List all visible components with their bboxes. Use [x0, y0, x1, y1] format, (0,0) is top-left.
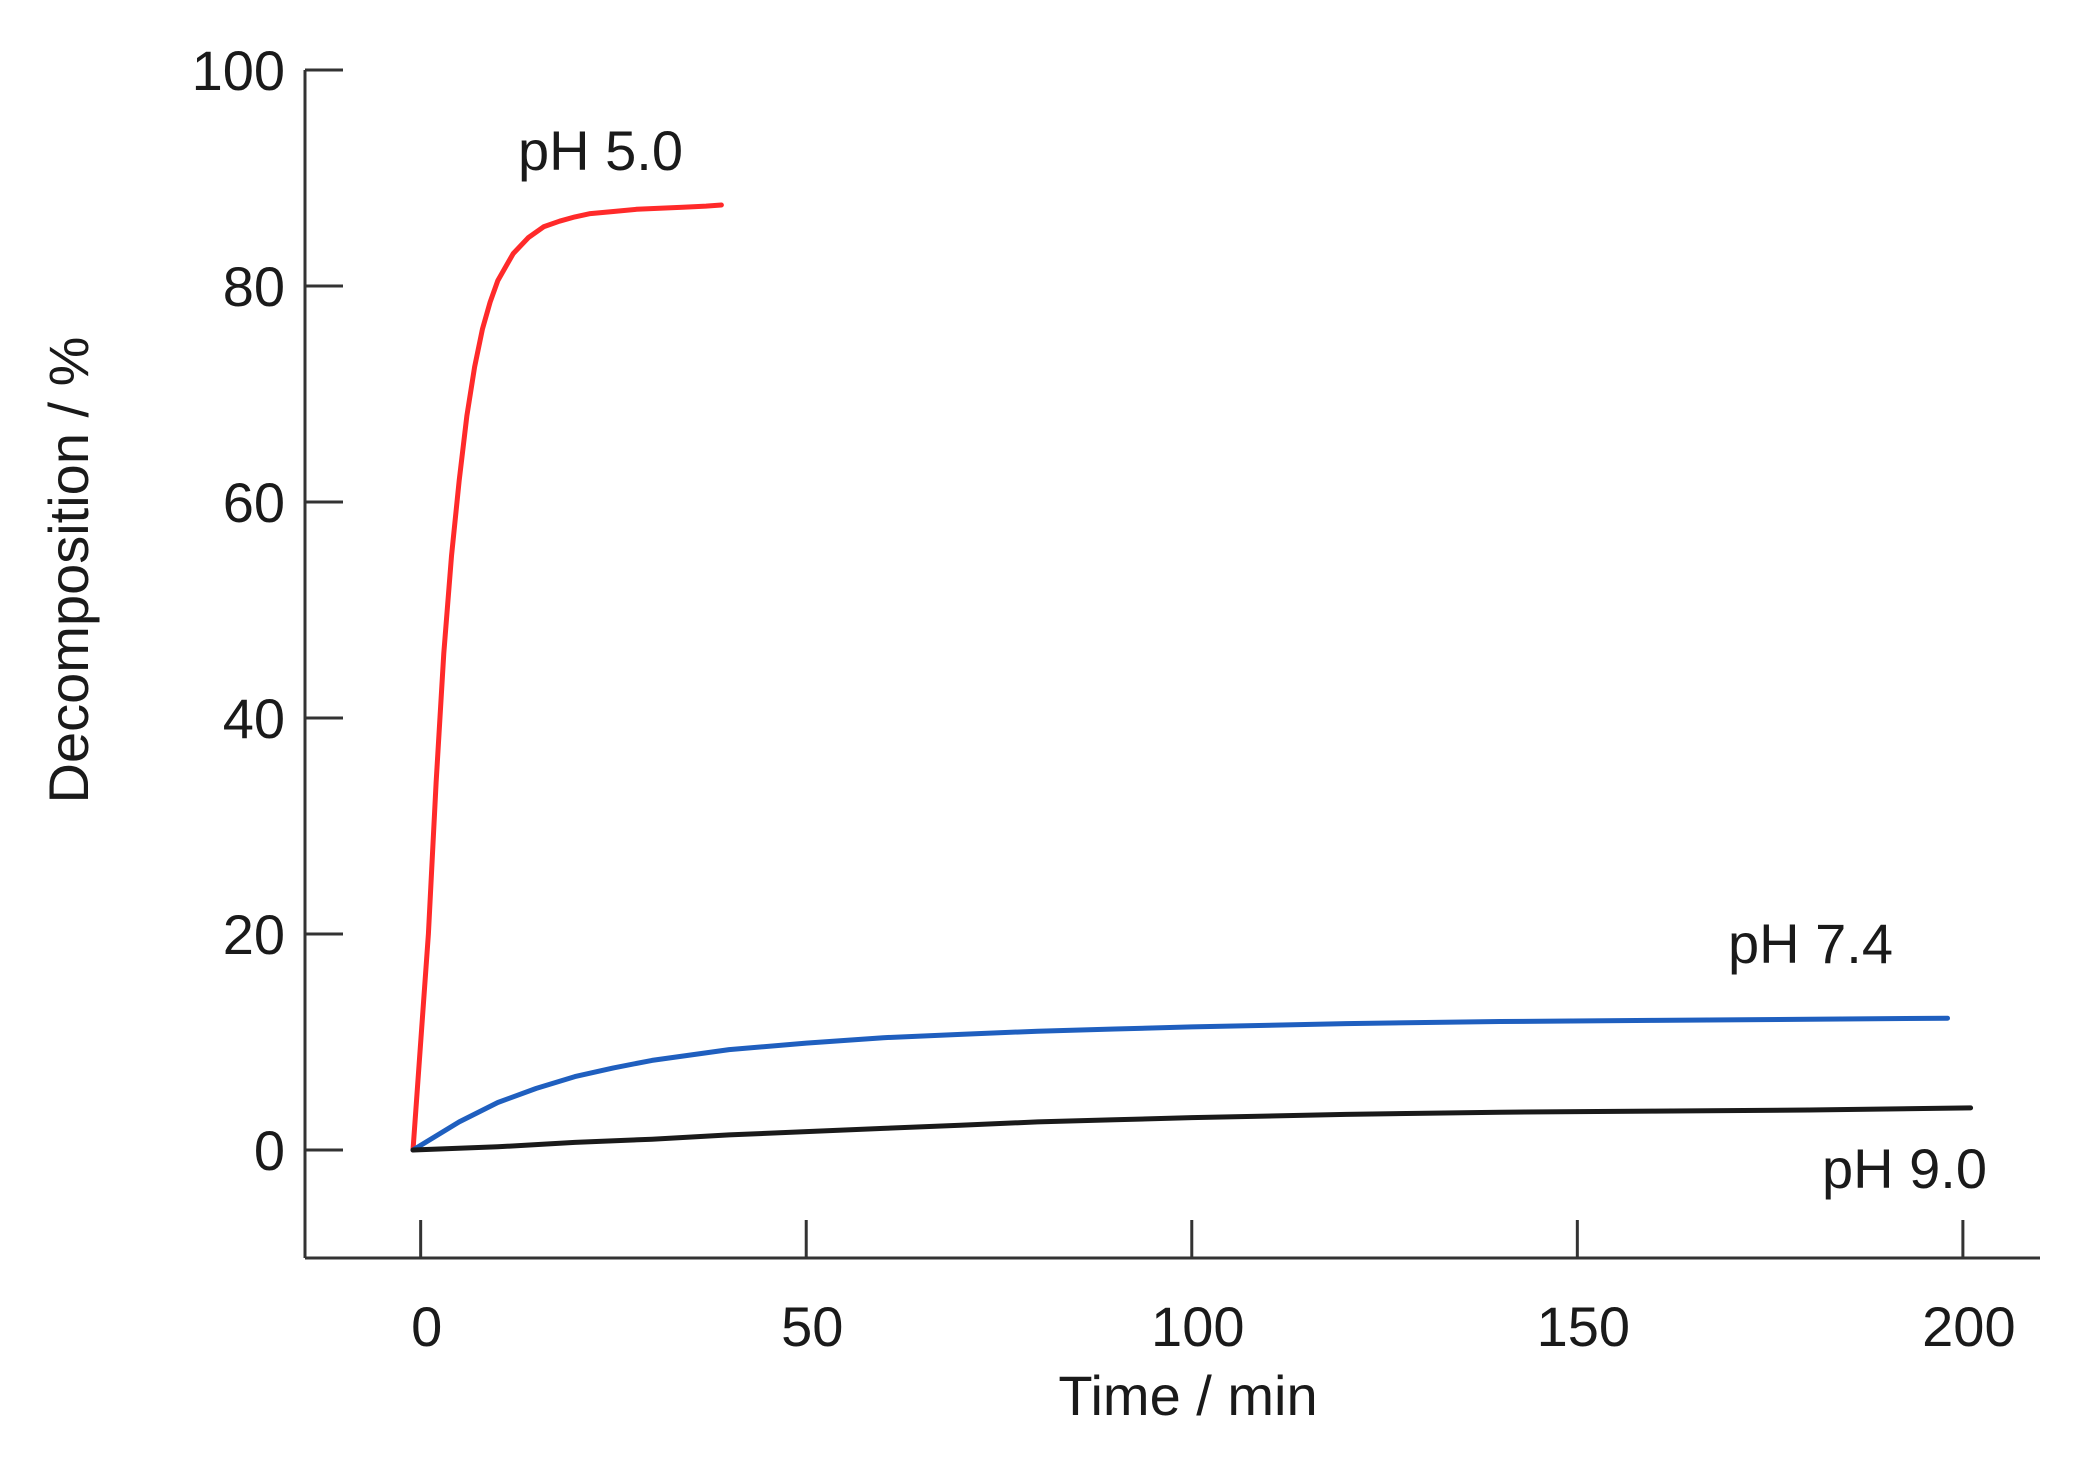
labels: Time / min Decomposition / % [37, 337, 1318, 1427]
series-line-ph-5 [410, 202, 724, 1153]
x-tick-label-0: 0 [411, 1295, 442, 1358]
x-tick-label-200: 200 [1922, 1295, 2015, 1358]
x-tick-label-50: 50 [781, 1295, 843, 1358]
series-label-ph-9: pH 9.0 [1822, 1137, 1987, 1200]
series-label-ph-5: pH 5.0 [518, 119, 683, 182]
series-line-ph-7-4 [410, 1015, 1950, 1153]
series-line-ph-9 [410, 1105, 1974, 1153]
series-label-ph-7-4: pH 7.4 [1728, 912, 1893, 975]
y-tick-label-80: 80 [223, 255, 285, 318]
x-tick-label-150: 150 [1537, 1295, 1630, 1358]
x-tick-label-100: 100 [1151, 1295, 1244, 1358]
ticks: 0 20 40 60 80 100 0 50 100 150 200 [192, 39, 2016, 1358]
y-tick-label-40: 40 [223, 687, 285, 750]
y-axis-label: Decomposition / % [37, 337, 100, 804]
axes [303, 70, 2040, 1260]
x-axis-label: Time / min [1058, 1364, 1317, 1427]
y-tick-label-100: 100 [192, 39, 285, 102]
series [410, 202, 1974, 1153]
series-labels: pH 5.0 pH 7.4 pH 9.0 [518, 119, 1987, 1200]
y-tick-label-20: 20 [223, 903, 285, 966]
y-tick-label-60: 60 [223, 471, 285, 534]
y-tick-label-0: 0 [254, 1119, 285, 1182]
